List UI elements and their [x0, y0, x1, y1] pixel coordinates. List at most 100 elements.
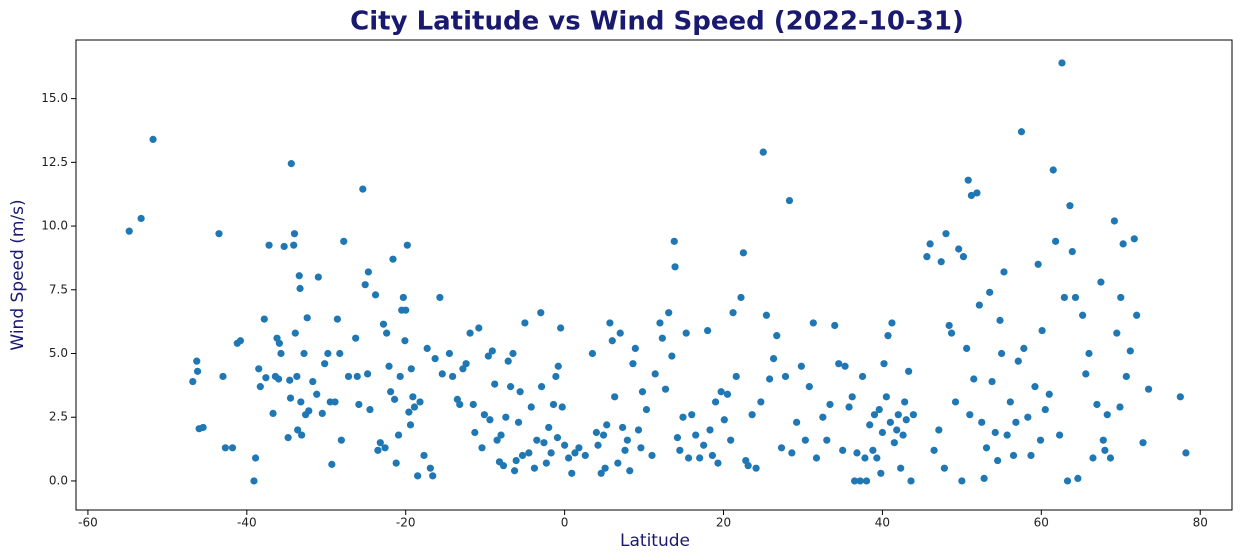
point [540, 439, 548, 447]
point [594, 441, 602, 449]
point [970, 375, 978, 383]
point [286, 394, 295, 402]
point [290, 230, 299, 238]
x-tick-label: -20 [396, 516, 416, 530]
point [688, 411, 696, 419]
point [601, 464, 609, 472]
point [571, 449, 579, 457]
point [856, 477, 864, 485]
point [1063, 477, 1072, 485]
point [328, 460, 336, 468]
point [897, 464, 905, 472]
point [298, 431, 306, 439]
point [706, 426, 714, 434]
point [275, 339, 283, 347]
point [861, 454, 869, 462]
point [1034, 260, 1042, 268]
point [336, 349, 344, 358]
point [504, 357, 512, 365]
point [781, 372, 790, 381]
point [410, 403, 419, 411]
point [923, 253, 931, 261]
point [1009, 451, 1018, 460]
point [959, 253, 968, 261]
y-tick-label: 15.0 [41, 91, 68, 105]
point [561, 441, 569, 449]
point [1133, 311, 1141, 319]
point [514, 418, 523, 426]
point [286, 376, 294, 384]
point [823, 436, 831, 444]
point [748, 411, 756, 419]
point [642, 405, 651, 414]
point [1119, 240, 1127, 248]
point [858, 372, 867, 381]
point [676, 446, 684, 454]
point [588, 349, 597, 358]
point [290, 241, 298, 249]
point [355, 400, 363, 409]
point [1058, 59, 1066, 67]
point [383, 329, 391, 337]
point [793, 418, 801, 426]
point [893, 426, 901, 434]
point [309, 377, 317, 386]
point [988, 377, 996, 386]
point [401, 337, 409, 345]
point [658, 334, 666, 342]
point [661, 385, 670, 393]
point [1182, 449, 1190, 457]
point [873, 454, 881, 462]
point [547, 449, 555, 457]
point [436, 293, 444, 302]
point [426, 464, 434, 472]
point [314, 273, 322, 281]
point [1006, 398, 1014, 406]
point [901, 398, 909, 406]
point [766, 375, 774, 383]
point [785, 196, 794, 205]
x-tick-label: 80 [1193, 516, 1208, 530]
point [506, 383, 515, 391]
point [907, 477, 915, 485]
point [1099, 436, 1107, 444]
point [801, 436, 809, 444]
point [875, 405, 883, 414]
point [841, 362, 849, 370]
point [851, 477, 859, 485]
point [980, 474, 988, 482]
point [648, 451, 656, 460]
point [193, 357, 201, 365]
point [964, 176, 972, 184]
point [352, 334, 360, 342]
point [525, 449, 533, 457]
y-tick-label: 7.5 [49, 282, 68, 296]
point [366, 405, 374, 414]
point [947, 329, 956, 337]
point [717, 388, 725, 396]
point [553, 434, 562, 442]
point [509, 349, 517, 358]
point [438, 370, 446, 378]
point [530, 464, 539, 472]
point [262, 374, 270, 382]
point [537, 309, 545, 317]
point [295, 272, 303, 280]
point [935, 426, 943, 434]
point [942, 230, 950, 238]
point [853, 449, 861, 457]
point [471, 428, 479, 437]
point [558, 403, 566, 411]
point [521, 319, 529, 327]
point [1074, 474, 1082, 482]
point [361, 281, 369, 289]
point [533, 436, 541, 444]
point [996, 316, 1004, 324]
point [1066, 202, 1074, 210]
point [926, 240, 934, 248]
y-tick-label: 12.5 [41, 155, 68, 169]
point [963, 344, 971, 353]
point [839, 446, 847, 454]
point [599, 431, 608, 439]
